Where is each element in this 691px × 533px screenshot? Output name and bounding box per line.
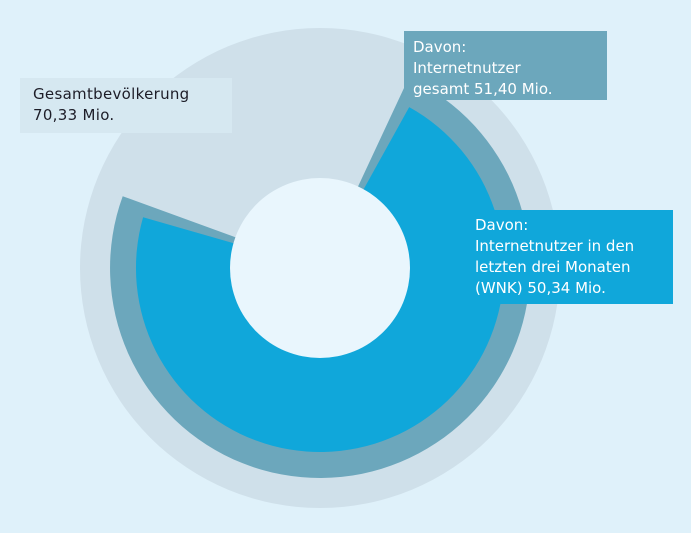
callout-line: 70,33 Mio.: [33, 106, 115, 124]
callout-line: Gesamtbevölkerung: [33, 85, 190, 103]
callout-internetnutzer-wnk: Davon: Internetnutzer in den letzten dre…: [466, 210, 673, 304]
callout-line: Internetnutzer: [413, 59, 521, 77]
callout-line: letzten drei Monaten: [475, 258, 631, 276]
donut-hole: [230, 178, 410, 358]
callout-line: Davon:: [475, 216, 529, 234]
callout-line: Internetnutzer in den: [475, 237, 635, 255]
callout-line: gesamt 51,40 Mio.: [413, 80, 553, 98]
callout-internetnutzer-gesamt: Davon: Internetnutzer gesamt 51,40 Mio.: [404, 31, 607, 100]
callout-line: (WNK) 50,34 Mio.: [475, 279, 606, 297]
callout-line: Davon:: [413, 38, 467, 56]
callout-gesamtbevoelkerung: Gesamtbevölkerung 70,33 Mio.: [20, 78, 232, 133]
